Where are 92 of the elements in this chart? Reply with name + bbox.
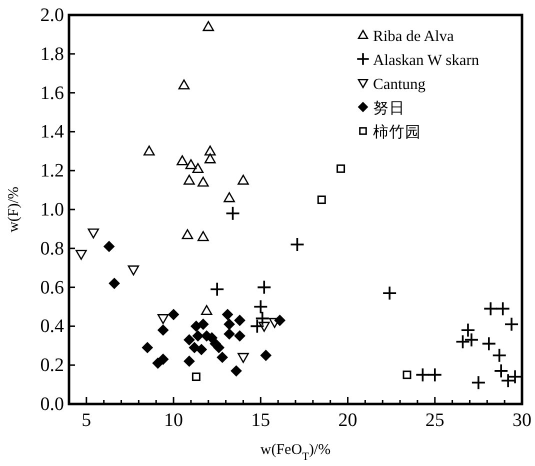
- point: [158, 354, 169, 365]
- point: [108, 278, 120, 289]
- point: [238, 174, 249, 185]
- point: [192, 163, 204, 174]
- point: [224, 328, 235, 340]
- x-tick-label: 5: [82, 410, 92, 431]
- point: [210, 282, 224, 297]
- point: [184, 334, 195, 346]
- point: [402, 370, 412, 380]
- point: [192, 372, 200, 382]
- point: [196, 344, 207, 356]
- point: [415, 367, 430, 382]
- point: [213, 342, 224, 354]
- point: [88, 228, 100, 238]
- point: [224, 192, 235, 202]
- point: [200, 304, 212, 316]
- point: [198, 176, 209, 187]
- y-tick-label: 1.4: [40, 122, 64, 143]
- point: [128, 265, 140, 276]
- point: [182, 229, 194, 240]
- x-tick-label: 30: [512, 410, 532, 431]
- point: [471, 375, 486, 390]
- point: [260, 350, 272, 361]
- y-tick-label: 1.2: [40, 160, 64, 182]
- point: [427, 367, 442, 382]
- point: [184, 356, 195, 367]
- x-tick-label: 10: [164, 410, 184, 431]
- point: [157, 314, 169, 324]
- x-axis-title: w(FeO$_{T}$)/%: [260, 442, 331, 463]
- point: [495, 301, 510, 316]
- point: [455, 334, 470, 350]
- y-tick-label: 0.6: [40, 277, 64, 298]
- point: [76, 250, 87, 260]
- point: [317, 196, 326, 204]
- x-tick-label: 25: [425, 410, 444, 431]
- point: [234, 330, 246, 342]
- point: [234, 314, 246, 326]
- point: [204, 153, 216, 164]
- point: [188, 342, 200, 354]
- point: [192, 330, 204, 342]
- point: [222, 309, 234, 320]
- y-tick-label: 0.0: [40, 394, 64, 415]
- point: [198, 231, 209, 242]
- point: [508, 369, 522, 384]
- legend-label: 柿竹园: [373, 123, 421, 141]
- point: [158, 324, 169, 336]
- point: [185, 159, 197, 170]
- point: [202, 21, 214, 32]
- legend-label: Cantung: [373, 76, 426, 93]
- point: [250, 318, 265, 334]
- point: [382, 286, 397, 301]
- point: [290, 237, 305, 252]
- point: [176, 155, 188, 166]
- legend-label: 努日: [373, 100, 405, 117]
- y-tick-label: 1.0: [40, 200, 64, 220]
- point: [274, 314, 286, 326]
- point: [190, 320, 202, 332]
- y-tick-label: 0.2: [40, 355, 64, 376]
- point: [253, 299, 268, 314]
- point: [143, 146, 155, 156]
- x-tick-label: 20: [338, 410, 358, 431]
- point: [184, 174, 195, 185]
- y-tick-label: 1.8: [40, 44, 64, 65]
- point: [238, 352, 249, 363]
- point: [481, 336, 496, 352]
- point: [225, 206, 240, 221]
- y-tick-label: 0.8: [40, 238, 64, 260]
- point: [464, 332, 479, 348]
- x-tick-label: 15: [251, 410, 270, 431]
- point: [504, 316, 519, 332]
- point: [336, 164, 346, 173]
- point: [224, 318, 235, 330]
- point: [168, 309, 180, 320]
- point: [198, 318, 209, 330]
- y-tick-label: 0.4: [40, 316, 64, 338]
- point: [178, 79, 190, 90]
- point: [216, 352, 228, 363]
- y-tick-label: 2.0: [40, 5, 64, 26]
- y-axis-title: w(F)/%: [6, 186, 22, 232]
- y-tick-label: 1.6: [40, 82, 64, 104]
- point: [483, 301, 498, 316]
- point: [256, 280, 272, 295]
- legend-label: Alaskan W skarn: [373, 52, 480, 69]
- point: [492, 348, 507, 363]
- point: [230, 365, 242, 376]
- point: [142, 342, 153, 354]
- point: [104, 240, 115, 252]
- point: [460, 322, 476, 338]
- point: [258, 322, 270, 332]
- point: [254, 311, 270, 326]
- legend-label: Riba de Alva: [373, 28, 454, 45]
- point: [204, 146, 216, 156]
